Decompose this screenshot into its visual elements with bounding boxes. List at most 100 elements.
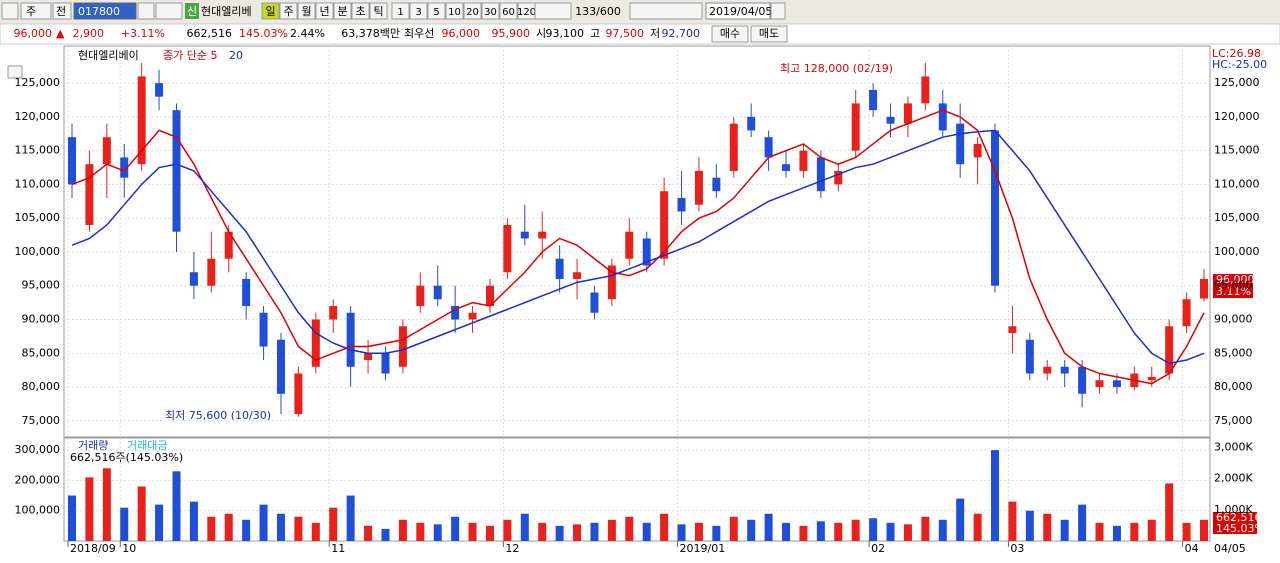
quote-bar: [0, 23, 1280, 45]
step-button[interactable]: [445, 2, 464, 20]
volume-bar: [660, 513, 669, 541]
stock-name: 현대엘리베: [201, 5, 252, 18]
menu-button[interactable]: [1, 2, 19, 20]
volume-bar: [764, 513, 773, 541]
step-button[interactable]: [409, 2, 428, 20]
step-button[interactable]: [427, 2, 446, 20]
candle-body: [573, 272, 582, 279]
volume-bar: [224, 513, 233, 541]
interval-button[interactable]: [369, 2, 388, 20]
candle-body: [938, 103, 947, 131]
volume-title: 거래량: [78, 439, 108, 452]
candle-body: [712, 177, 721, 192]
step-button[interactable]: [499, 2, 518, 20]
y-tick-label-right: 80,000: [1214, 380, 1253, 393]
volume-bar: [155, 504, 164, 541]
sound-button[interactable]: [155, 2, 183, 20]
y-tick-label-right: 100,000: [1214, 245, 1260, 258]
last-date: 04/05: [1214, 542, 1246, 555]
period: 주: [26, 5, 36, 18]
candle-body: [520, 231, 529, 239]
volume-bar: [1147, 519, 1156, 541]
volume-bar: [956, 498, 965, 541]
volume-bar: [555, 525, 564, 541]
interval-button[interactable]: [351, 2, 370, 20]
candle-body: [747, 116, 756, 131]
volume-bar: [694, 522, 703, 541]
search-button[interactable]: [137, 2, 155, 20]
ask: 96,000: [442, 27, 481, 40]
candle-body: [555, 258, 564, 279]
candle-body: [1060, 366, 1069, 374]
high: 97,500: [606, 27, 645, 40]
step-button[interactable]: [481, 2, 500, 20]
volume-bar: [1078, 504, 1087, 541]
step-button[interactable]: [391, 2, 410, 20]
tool-icons[interactable]: [629, 2, 703, 20]
x-tick-label: 10: [122, 542, 136, 555]
volume-bar: [102, 468, 111, 541]
candle-body: [381, 353, 390, 374]
interval: 년: [319, 5, 329, 18]
volume-frame: [63, 437, 1211, 542]
interval-button[interactable]: [333, 2, 352, 20]
buy-button[interactable]: [711, 25, 749, 43]
candle-body: [869, 89, 878, 111]
volume-bar: [921, 516, 930, 541]
rate: +3.11%: [121, 27, 165, 40]
candle-body: [398, 326, 407, 367]
volume-bar: [938, 519, 947, 541]
volume-bar: [712, 525, 721, 541]
volume-bar: [590, 522, 599, 541]
interval-button[interactable]: [261, 2, 280, 20]
volume-bar: [1043, 513, 1052, 541]
y-tick-label: 300,000: [15, 443, 61, 456]
candle-body: [468, 312, 477, 320]
volume-bar: [485, 525, 494, 541]
sell: 매도: [759, 27, 779, 40]
candle-body: [694, 170, 703, 205]
y-tick-label: 75,000: [22, 414, 61, 427]
sell-button[interactable]: [750, 25, 788, 43]
volume-bar: [1200, 519, 1208, 541]
candle-body: [189, 272, 198, 286]
interval: 일: [265, 4, 275, 18]
volume-bar: [1008, 501, 1017, 541]
step: 1: [397, 7, 403, 18]
step-button[interactable]: [463, 2, 482, 20]
interval-button[interactable]: [315, 2, 334, 20]
candle-body: [956, 123, 965, 165]
legend-title: 현대엘리베이: [78, 49, 139, 62]
volume-bar: [903, 524, 912, 541]
y2-tick-label: 1,000K: [1214, 503, 1253, 516]
interval-button[interactable]: [297, 2, 316, 20]
panel-icon[interactable]: [7, 65, 23, 79]
ma-line: [71, 129, 1205, 365]
price: 96,000: [14, 27, 53, 40]
y-tick-label-right: 115,000: [1214, 144, 1260, 157]
count: 133/600: [575, 5, 621, 18]
volume-bar: [311, 522, 320, 541]
volume-bar: [1112, 525, 1121, 541]
interval: 주: [283, 5, 293, 18]
candle-body: [1147, 376, 1156, 381]
candle-body: [834, 170, 843, 185]
y-tick-label-right: 110,000: [1214, 177, 1260, 190]
date-input[interactable]: [705, 2, 771, 20]
candle-body: [729, 123, 738, 171]
high-label: 고: [590, 27, 600, 40]
blank-select[interactable]: [534, 2, 572, 20]
prev-button[interactable]: [52, 2, 72, 20]
y-tick-label: 120,000: [15, 110, 61, 123]
open: 93,100: [546, 27, 585, 40]
interval-button[interactable]: [279, 2, 298, 20]
volume-bar: [1025, 510, 1034, 541]
volume-bar: [729, 516, 738, 541]
candle-body: [1182, 299, 1191, 327]
calendar-button[interactable]: [770, 2, 786, 20]
volume-bar: [172, 471, 181, 541]
period-select[interactable]: [20, 2, 52, 20]
code-input[interactable]: [73, 2, 137, 20]
volume-bar: [137, 486, 146, 541]
